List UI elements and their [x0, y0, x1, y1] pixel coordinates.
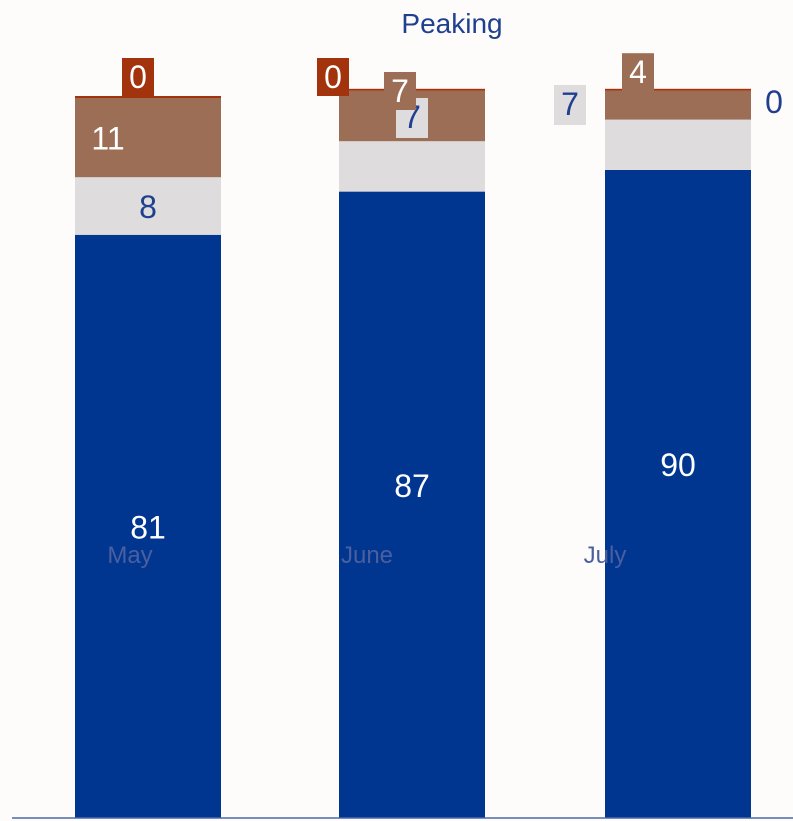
data-label-may-3: 11: [91, 121, 124, 157]
bar-segment-may-4: [75, 96, 221, 98]
data-label-july-1: 90: [660, 447, 696, 483]
bar-segment-july-4: [605, 88, 751, 91]
bar-segment-may-2: [75, 177, 221, 235]
data-label-may-4: 0: [129, 59, 147, 95]
bar-segment-june-2: [339, 141, 485, 192]
data-label-box-june-4: [317, 58, 349, 96]
data-label-july-4: 0: [765, 84, 783, 120]
category-label-july: July: [584, 542, 627, 569]
bars-group: [75, 88, 751, 819]
data-label-box-july-3: [622, 53, 654, 92]
bar-segment-may-3: [75, 98, 221, 178]
data-label-box-may-4: [122, 58, 154, 96]
chart-title: Peaking: [401, 8, 502, 39]
data-label-box-july-2: [554, 85, 586, 125]
bar-segment-june-1: [339, 191, 485, 819]
category-label-june: June: [341, 542, 393, 569]
data-label-july-2: 7: [561, 86, 579, 122]
bar-segment-july-1: [605, 170, 751, 818]
category-labels-group: May June July: [107, 542, 626, 569]
bar-segment-july-2: [605, 119, 751, 170]
data-label-may-2: 8: [139, 189, 157, 225]
data-label-july-3: 4: [629, 54, 647, 90]
category-label-may: May: [107, 542, 152, 569]
data-label-june-3: 7: [391, 73, 409, 109]
data-label-june-4: 0: [324, 59, 342, 95]
bar-segment-may-1: [75, 234, 221, 819]
data-label-box-june-3: [384, 72, 416, 110]
data-label-june-1: 87: [394, 468, 430, 504]
bar-segment-july-3: [605, 90, 751, 120]
data-label-may-1: 81: [130, 509, 166, 545]
